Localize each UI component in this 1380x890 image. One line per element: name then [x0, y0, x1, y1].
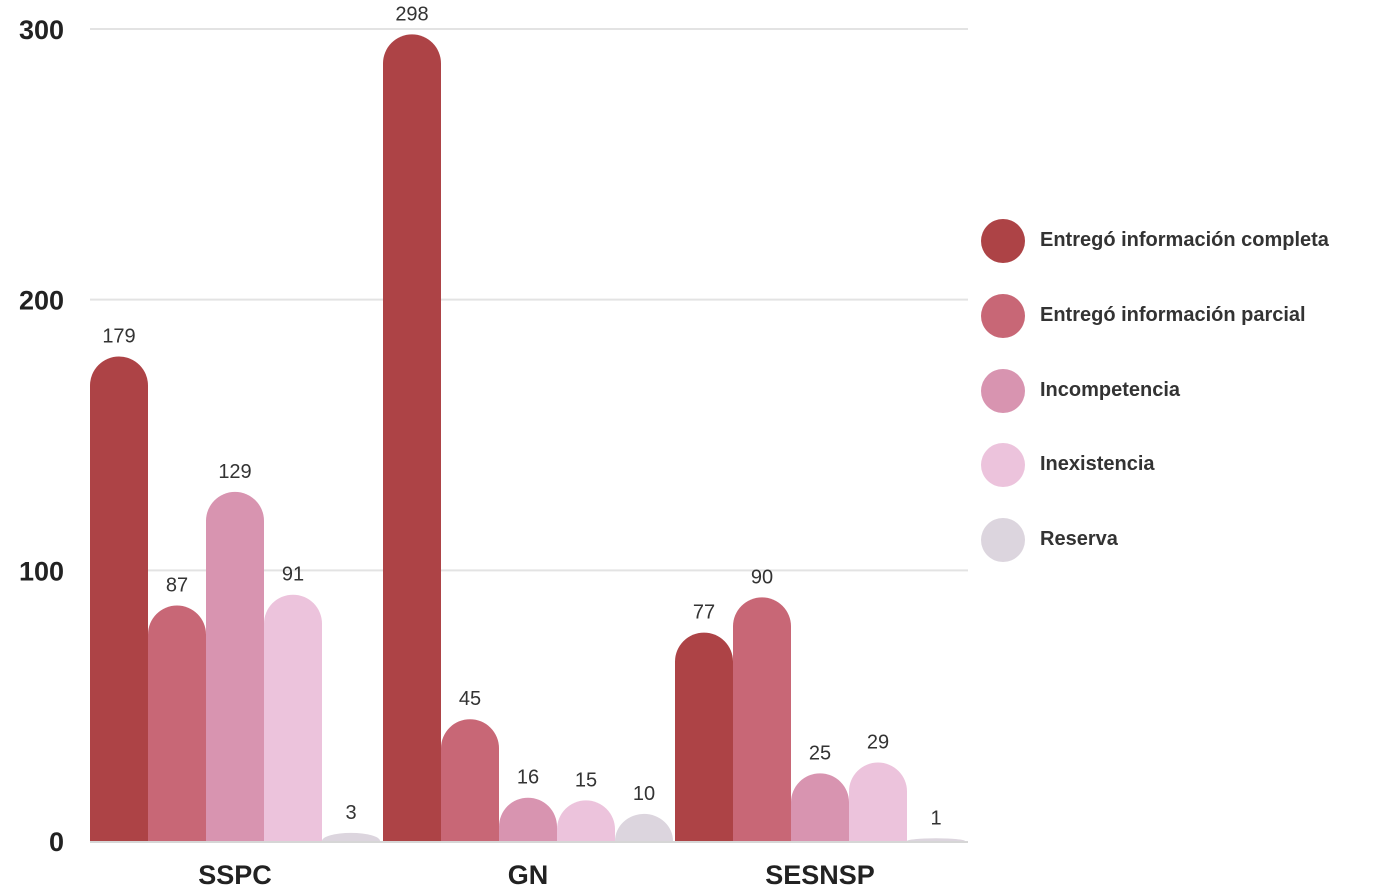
legend-label: Entregó información completa [1040, 229, 1330, 251]
bar [791, 773, 849, 841]
y-tick-label: 0 [49, 827, 64, 857]
bar [733, 597, 791, 841]
legend-item: Inexistencia [981, 443, 1155, 487]
bar [675, 632, 733, 841]
legend-swatch [981, 443, 1025, 487]
y-tick-label: 300 [19, 15, 64, 45]
bar [206, 491, 264, 841]
bar [322, 832, 380, 841]
legend-swatch [981, 369, 1025, 413]
data-label: 91 [282, 564, 304, 586]
gridlines [90, 28, 968, 572]
legend-item: Entregó información parcial [981, 294, 1306, 338]
legend-label: Entregó información parcial [1040, 304, 1306, 326]
bar [264, 594, 322, 841]
legend-label: Inexistencia [1040, 453, 1155, 475]
legend-swatch [981, 219, 1025, 263]
data-label: 3 [345, 802, 356, 824]
legend-item: Reserva [981, 518, 1119, 562]
bar [148, 605, 206, 841]
data-label: 25 [809, 742, 831, 764]
data-label: 87 [166, 575, 188, 597]
bars [90, 34, 965, 842]
bar [557, 800, 615, 841]
x-category-label: SESNSP [765, 860, 875, 890]
data-label: 77 [693, 602, 715, 624]
data-label: 10 [633, 783, 655, 805]
data-label: 29 [867, 732, 889, 754]
legend: Entregó información completa Entregó info… [981, 219, 1330, 562]
bar [907, 838, 965, 841]
y-tick-label: 200 [19, 286, 64, 316]
legend-item: Entregó información completa [981, 219, 1330, 263]
data-label: 1 [930, 807, 941, 829]
x-category-label: SSPC [198, 860, 272, 890]
bar [499, 797, 557, 841]
legend-label: Reserva [1040, 528, 1119, 550]
data-label: 129 [218, 461, 251, 483]
bar [383, 34, 441, 842]
legend-item: Incompetencia [981, 369, 1181, 413]
data-label: 90 [751, 566, 773, 588]
data-label: 45 [459, 688, 481, 710]
data-label: 16 [517, 767, 539, 789]
bar [90, 356, 148, 841]
y-axis-ticks: 0 100 200 300 [19, 15, 64, 857]
data-label: 15 [575, 769, 597, 791]
bar [849, 762, 907, 841]
x-axis-categories: SSPC GN SESNSP [198, 860, 875, 890]
legend-swatch [981, 294, 1025, 338]
data-labels: 179 87 129 91 3 298 45 16 15 10 77 90 25 29 1 [102, 3, 941, 829]
legend-swatch [981, 518, 1025, 562]
data-label: 179 [102, 326, 135, 348]
bar [441, 719, 499, 841]
legend-label: Incompetencia [1040, 379, 1181, 401]
bar [615, 813, 673, 841]
y-tick-label: 100 [19, 556, 64, 586]
x-category-label: GN [508, 860, 549, 890]
data-label: 298 [395, 3, 428, 25]
